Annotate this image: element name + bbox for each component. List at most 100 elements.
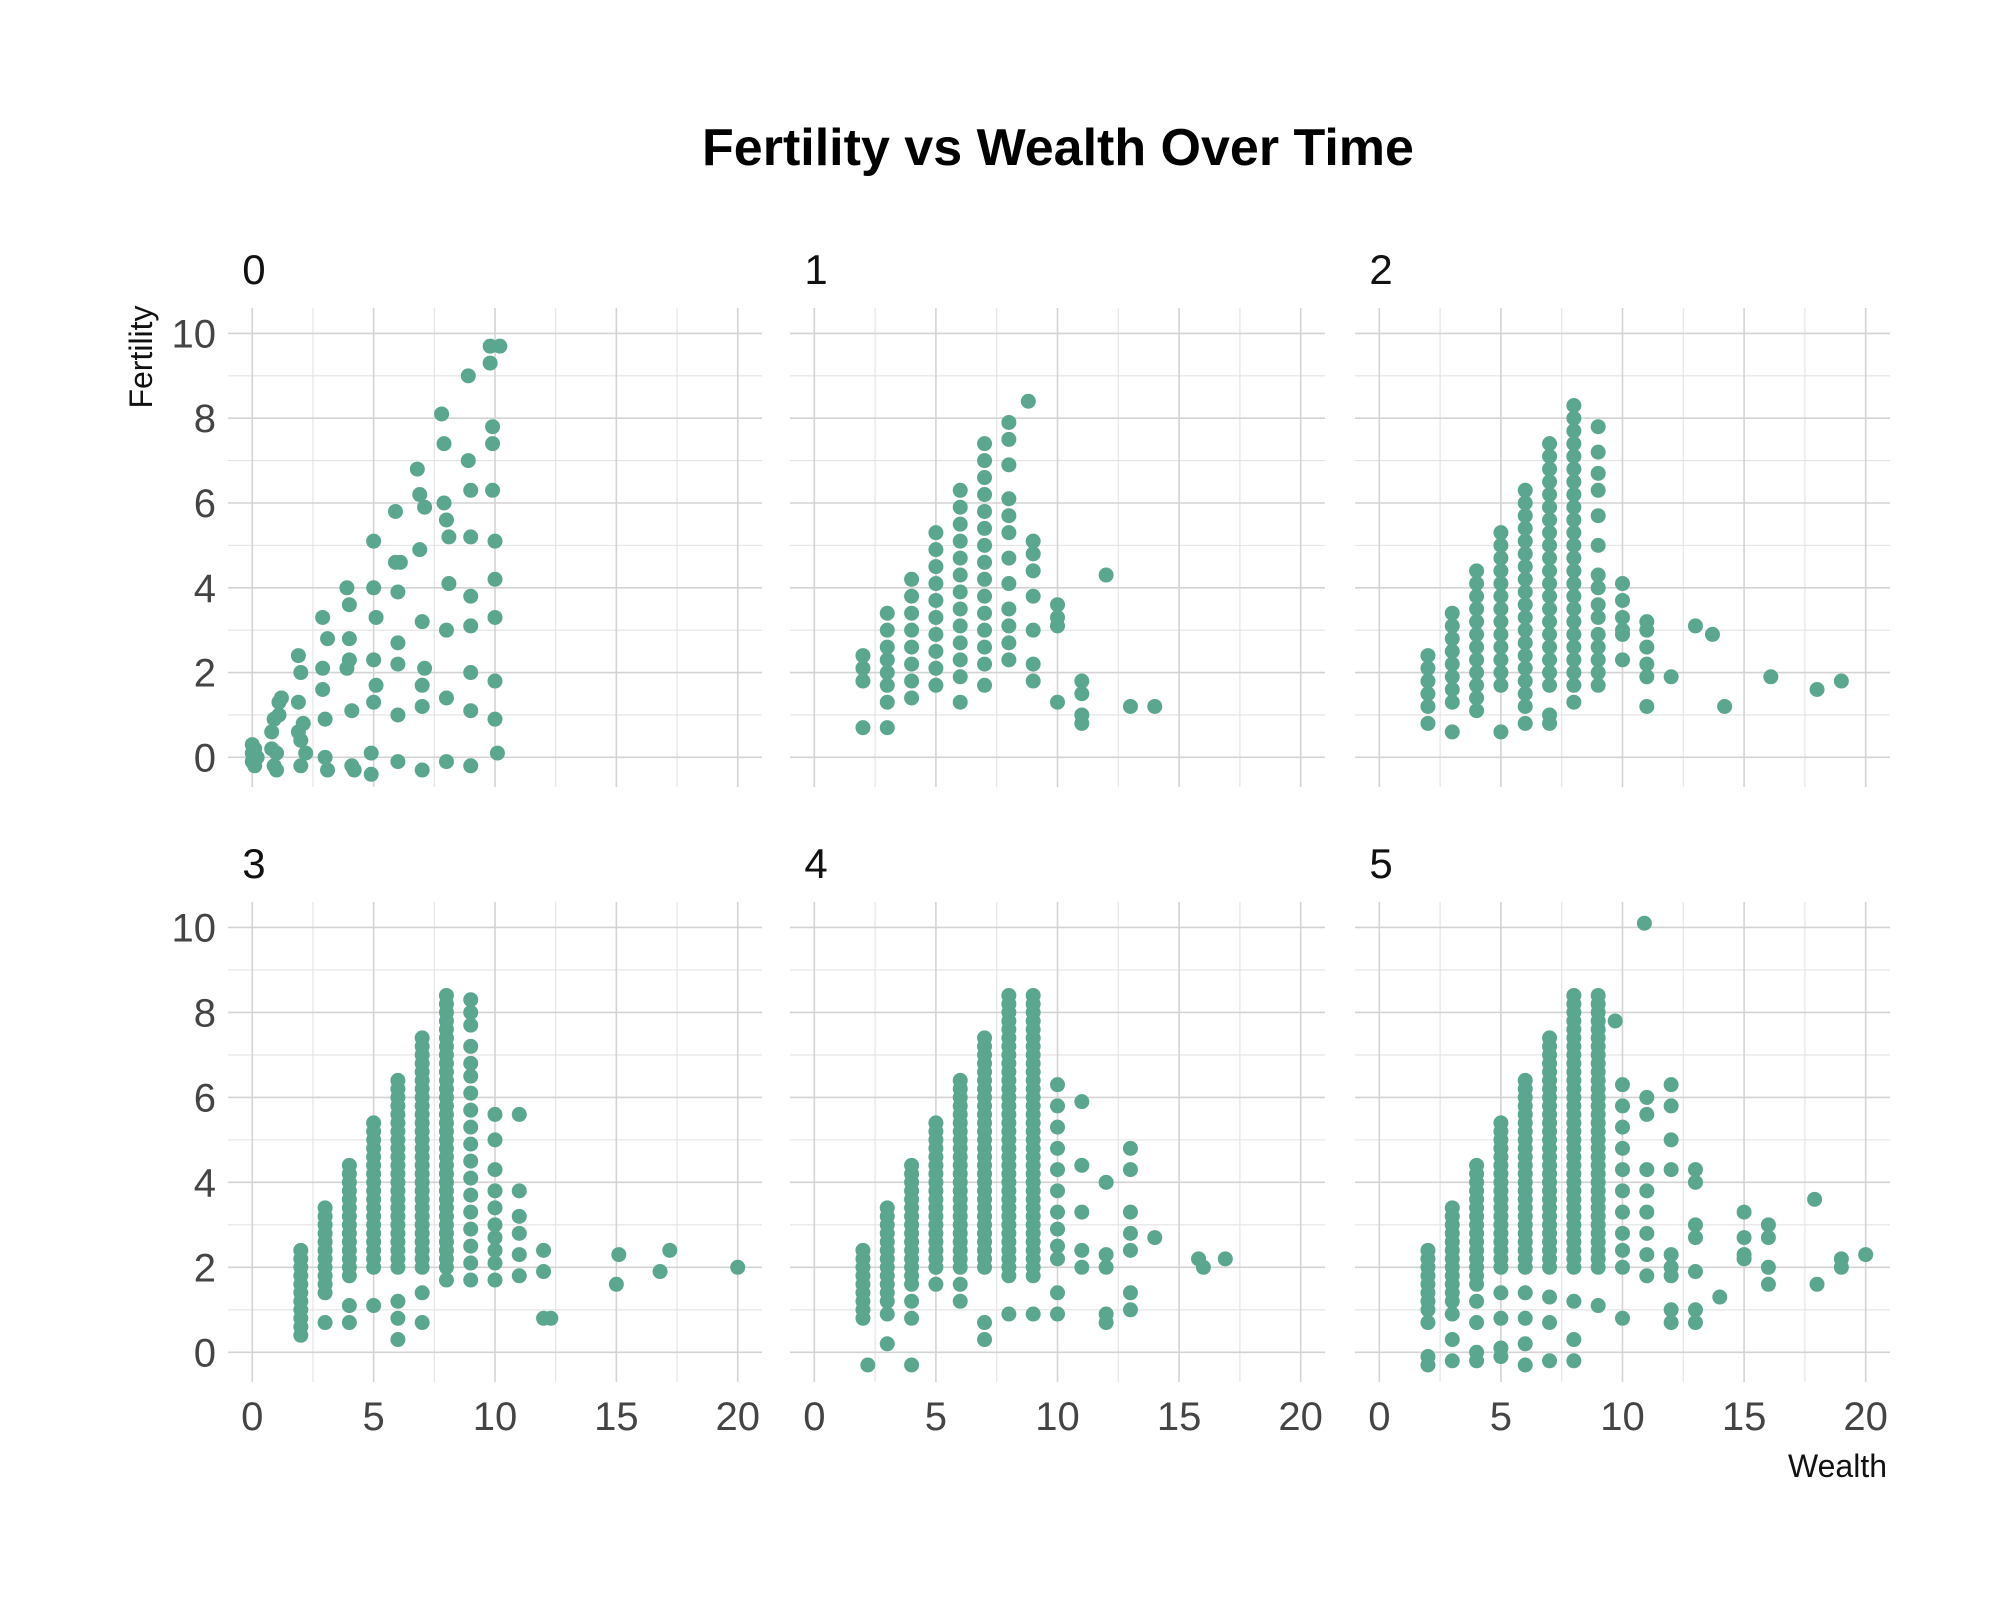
data-point [1001, 635, 1017, 651]
x-tick-label: 10 [473, 1395, 518, 1439]
data-point [417, 499, 433, 515]
data-point [1566, 537, 1582, 553]
data-point [1607, 1013, 1623, 1029]
data-point [417, 660, 433, 676]
data-point [904, 1276, 920, 1292]
data-point [1050, 1238, 1065, 1254]
y-tick-label: 2 [194, 652, 216, 696]
data-point [1615, 626, 1630, 642]
data-point [1760, 1217, 1776, 1233]
data-point [441, 576, 457, 592]
data-point [1122, 1204, 1138, 1220]
data-point [1493, 1349, 1509, 1365]
data-point [1542, 1353, 1558, 1369]
data-point [269, 762, 285, 778]
data-point [1517, 1310, 1533, 1326]
data-point [977, 571, 993, 587]
data-point [315, 660, 331, 676]
data-point [1639, 656, 1655, 672]
data-point [855, 648, 871, 664]
data-point [511, 1247, 527, 1263]
data-point [928, 542, 944, 558]
data-point [1444, 669, 1460, 685]
data-point [290, 694, 306, 710]
data-point [317, 749, 333, 765]
data-point [487, 1132, 503, 1148]
data-point [1566, 694, 1582, 710]
data-point [1420, 1357, 1436, 1373]
data-point [952, 635, 968, 651]
data-point [543, 1310, 559, 1326]
y-tick-label: 4 [194, 567, 216, 611]
data-point [977, 656, 993, 672]
data-point [1542, 525, 1558, 541]
data-point [1615, 1183, 1630, 1199]
data-point [487, 673, 503, 689]
data-point [511, 1183, 527, 1199]
data-point [1590, 1259, 1606, 1275]
y-tick-label: 6 [194, 482, 216, 526]
data-point [879, 720, 895, 736]
data-point [1663, 1162, 1679, 1178]
data-point [536, 1242, 552, 1258]
data-point [1420, 698, 1436, 714]
data-point [1493, 1259, 1509, 1275]
data-point [1663, 1315, 1679, 1331]
data-point [460, 368, 476, 384]
y-tick-label: 10 [172, 906, 217, 950]
data-point [487, 1272, 503, 1288]
data-point [879, 677, 895, 693]
y-tick-label: 2 [194, 1246, 216, 1290]
data-point [1493, 588, 1509, 604]
y-tick-label: 10 [172, 312, 217, 356]
data-point [438, 690, 454, 706]
y-tick-label: 8 [194, 397, 216, 441]
data-point [487, 571, 503, 587]
data-point [511, 1208, 527, 1224]
data-point [482, 355, 498, 371]
data-point [1122, 1225, 1138, 1241]
data-point [1542, 576, 1558, 592]
data-point [409, 461, 425, 477]
data-point [1542, 461, 1558, 477]
data-point [1542, 563, 1558, 579]
data-point [1687, 618, 1703, 634]
data-point [977, 453, 993, 469]
data-point [492, 338, 508, 354]
data-point [346, 762, 362, 778]
data-point [1001, 652, 1017, 668]
data-point [1615, 1242, 1630, 1258]
data-point [1566, 436, 1582, 452]
data-point [271, 707, 287, 723]
data-point [1469, 601, 1485, 617]
data-point [317, 1315, 333, 1331]
data-point [463, 1204, 479, 1220]
data-point [438, 622, 454, 638]
data-point [487, 1230, 503, 1246]
data-point [1469, 576, 1485, 592]
data-point [1122, 1302, 1138, 1318]
data-point [1025, 673, 1041, 689]
data-point [977, 537, 993, 553]
data-point [1050, 597, 1065, 613]
data-point [1663, 1098, 1679, 1114]
data-point [952, 499, 968, 515]
data-point [1493, 677, 1509, 693]
data-point [928, 525, 944, 541]
data-point [1517, 660, 1533, 676]
data-point [1566, 423, 1582, 439]
data-point [368, 677, 384, 693]
data-point [1542, 474, 1558, 490]
data-point [1050, 694, 1065, 710]
data-point [1615, 1259, 1630, 1275]
data-point [855, 673, 871, 689]
data-point [460, 453, 476, 469]
data-point [487, 1242, 503, 1258]
data-point [662, 1242, 678, 1258]
data-point [1050, 1306, 1065, 1322]
data-point [977, 639, 993, 655]
data-point [366, 580, 382, 596]
data-point [1074, 1157, 1090, 1173]
data-point [1566, 487, 1582, 503]
data-point [977, 677, 993, 693]
